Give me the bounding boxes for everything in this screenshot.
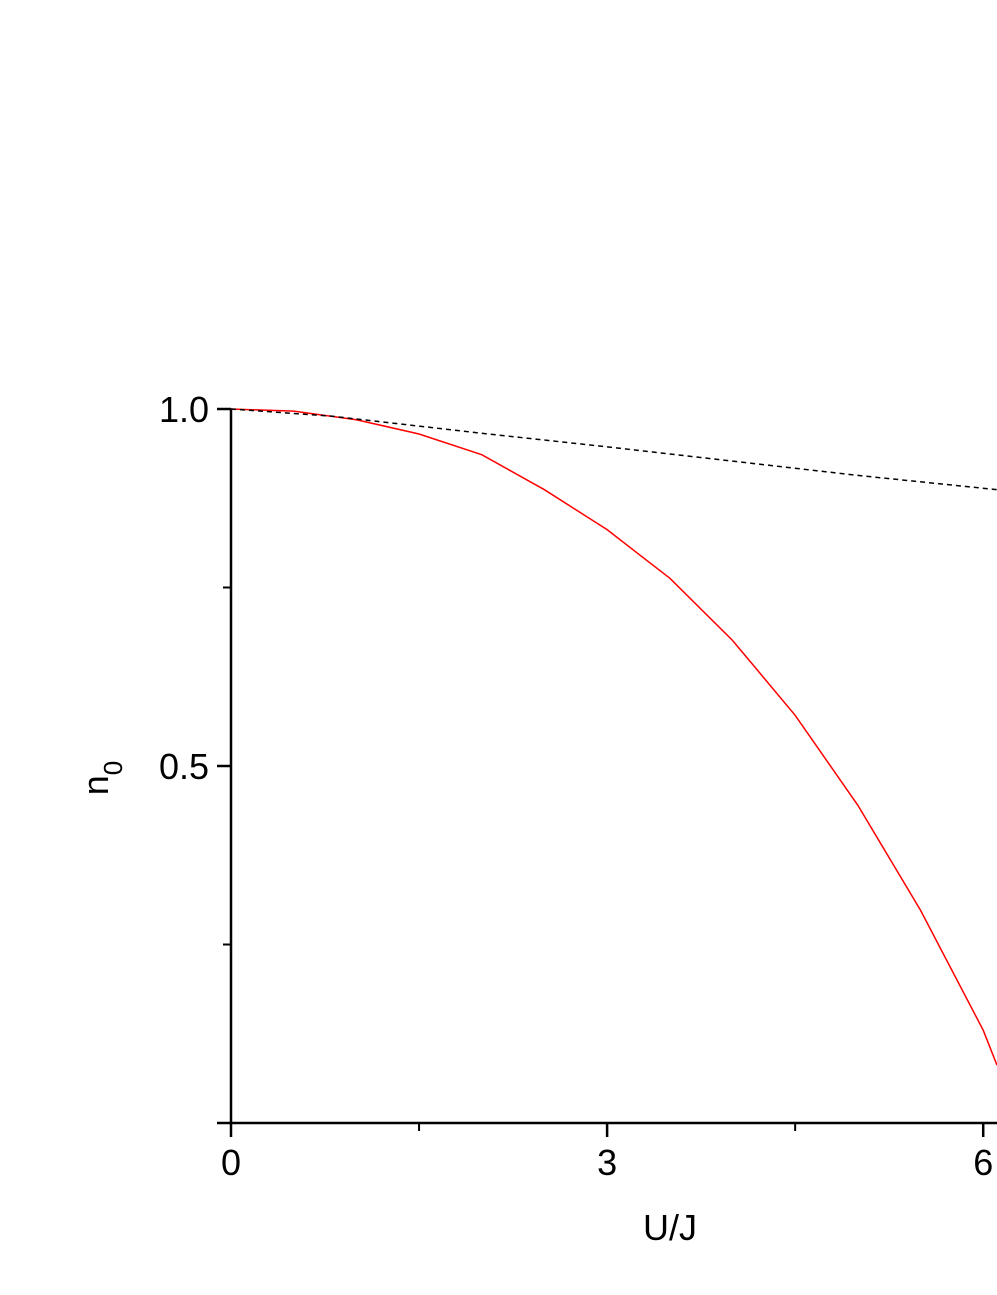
x-axis-label: U/J — [643, 1207, 697, 1248]
y-label-subscript: 0 — [98, 761, 128, 775]
line-series — [230, 408, 997, 1066]
y-axis-label: n0 — [75, 761, 128, 796]
y-label-main: n — [75, 775, 116, 795]
y-tick-label: 1.0 — [159, 389, 209, 430]
x-tick-label: 3 — [597, 1142, 617, 1183]
x-tick-label: 6 — [973, 1142, 993, 1183]
line-series — [230, 408, 997, 491]
x-tick-label: 0 — [221, 1142, 241, 1183]
y-tick-label: 0.5 — [159, 746, 209, 787]
